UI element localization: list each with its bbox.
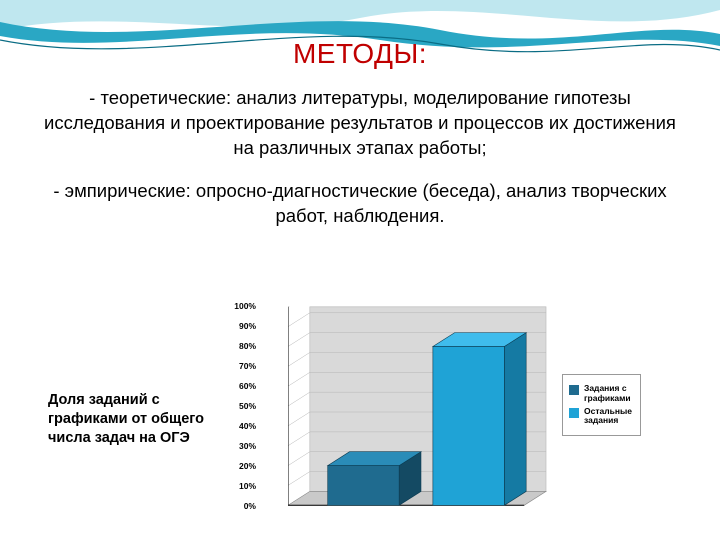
- y-tick: 10%: [239, 481, 256, 491]
- y-tick: 60%: [239, 381, 256, 391]
- y-tick: 90%: [239, 321, 256, 331]
- chart-area: Доля заданий с графиками от общего числа…: [0, 296, 720, 540]
- legend-swatch: [569, 385, 579, 395]
- y-tick: 80%: [239, 341, 256, 351]
- bar-chart-3d: [288, 306, 548, 524]
- bar-side-1: [504, 333, 526, 506]
- paragraph-2: - эмпирические: опросно-диагностические …: [32, 179, 688, 229]
- y-tick: 100%: [234, 301, 256, 311]
- page-title: МЕТОДЫ:: [0, 38, 720, 70]
- legend-item-0: Задания сграфиками: [569, 384, 632, 404]
- y-tick: 50%: [239, 401, 256, 411]
- y-tick: 40%: [239, 421, 256, 431]
- y-tick: 70%: [239, 361, 256, 371]
- y-tick: 20%: [239, 461, 256, 471]
- body-text: - теоретические: анализ литературы, моде…: [0, 70, 720, 229]
- legend-label: Остальныезадания: [584, 407, 632, 427]
- bar-front-1: [433, 347, 504, 506]
- legend-item-1: Остальныезадания: [569, 407, 632, 427]
- legend-label: Задания сграфиками: [584, 384, 631, 404]
- bar-front-0: [328, 466, 399, 506]
- y-tick: 30%: [239, 441, 256, 451]
- legend: Задания сграфиками Остальныезадания: [562, 374, 641, 436]
- chart-caption: Доля заданий с графиками от общего числа…: [48, 391, 238, 448]
- y-tick: 0%: [244, 501, 256, 511]
- legend-swatch: [569, 408, 579, 418]
- paragraph-1: - теоретические: анализ литературы, моде…: [32, 86, 688, 161]
